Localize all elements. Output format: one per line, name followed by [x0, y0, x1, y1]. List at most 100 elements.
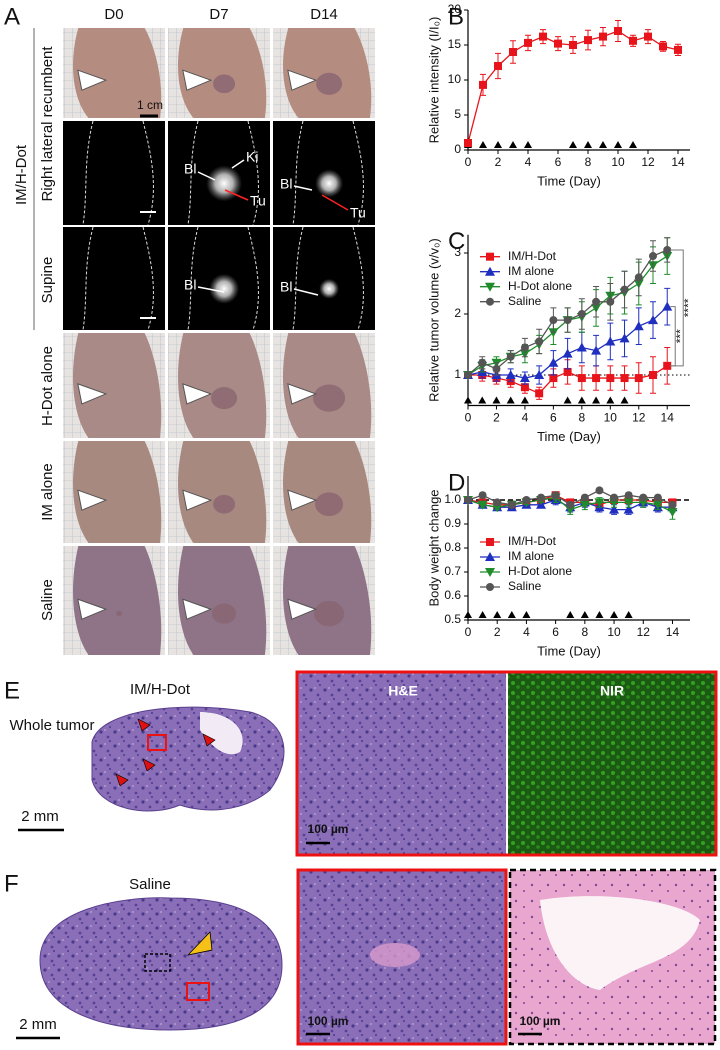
arrowhead-red: [115, 773, 129, 787]
treatment-marker: [566, 611, 575, 618]
label: 0.8: [444, 540, 461, 554]
marker: [629, 36, 637, 45]
arrowhead: [287, 489, 318, 511]
marker: [569, 41, 577, 49]
label: 8: [581, 625, 588, 639]
tumor: [212, 603, 237, 624]
marker: [520, 343, 529, 352]
marker: [563, 316, 572, 325]
label: Ki: [246, 149, 258, 165]
glow: [319, 278, 340, 299]
arrowhead: [182, 598, 213, 620]
marker: [535, 337, 544, 346]
marker: [663, 245, 672, 254]
arrowhead: [287, 598, 318, 620]
marker: [549, 374, 558, 383]
marker: [580, 493, 589, 502]
arrow: [293, 288, 319, 296]
marker: [648, 315, 658, 325]
label: 8: [579, 411, 586, 425]
marker: [507, 500, 516, 509]
label: Tu: [350, 205, 366, 221]
label: D: [448, 469, 465, 496]
marker: [606, 297, 615, 306]
label: IM/H-Dot: [508, 534, 557, 548]
marker: [485, 568, 495, 577]
marker: [595, 486, 604, 495]
label: 2: [494, 625, 501, 639]
label: A: [4, 3, 20, 30]
marker: [539, 32, 547, 41]
glow: [209, 273, 240, 304]
tumor: [116, 611, 123, 617]
label: D0: [104, 6, 123, 23]
label: H-Dot alone: [508, 279, 572, 293]
treatment-marker: [524, 141, 532, 148]
label: 3: [454, 245, 461, 259]
fluor-bg: [273, 227, 375, 330]
arrow: [224, 189, 249, 201]
label: Relative intensity (I/I₀): [426, 17, 441, 144]
label: 0: [465, 411, 472, 425]
outline: [292, 120, 364, 226]
label: ****: [681, 298, 695, 317]
label: H-Dot alone: [508, 564, 572, 578]
label: Bl: [184, 277, 196, 293]
label: 12: [641, 155, 655, 169]
marker: [606, 374, 615, 383]
marker: [634, 273, 643, 282]
label: 12: [632, 411, 646, 425]
marker: [464, 496, 472, 504]
marker: [464, 371, 472, 379]
label: 2 mm: [21, 808, 59, 825]
arrow: [197, 286, 225, 293]
treatment-marker: [492, 396, 501, 404]
mouse-body: [177, 333, 267, 438]
treatment-marker: [577, 396, 586, 404]
label: 8: [585, 155, 592, 169]
treatment-marker: [569, 141, 577, 148]
marker: [610, 493, 619, 502]
marker: [486, 538, 494, 546]
mouse-body: [72, 546, 162, 655]
marker: [485, 266, 495, 276]
tumor: [213, 74, 236, 94]
label: IM/H-Dot: [508, 249, 557, 263]
label: H-Dot alone: [39, 346, 56, 426]
label: Right lateral recumbent: [39, 46, 56, 202]
treatment-marker: [610, 611, 619, 618]
label: 15: [448, 37, 462, 51]
marker: [509, 48, 517, 56]
marker: [551, 491, 560, 500]
treatment-marker: [606, 396, 615, 404]
label: 0.6: [444, 588, 461, 602]
marker: [493, 498, 502, 507]
label: 4: [523, 625, 530, 639]
marker: [566, 500, 575, 509]
marker: [653, 493, 662, 502]
marker: [619, 333, 630, 343]
tumor: [314, 600, 345, 627]
treatment-marker: [478, 611, 487, 618]
label: Bl: [184, 161, 196, 177]
nir-image: [508, 673, 715, 854]
label: 0: [454, 142, 461, 156]
treatment-marker: [506, 396, 515, 404]
roi: [144, 953, 171, 972]
marker: [548, 357, 559, 367]
label: E: [4, 677, 20, 704]
arrowhead-red: [142, 758, 156, 772]
marker: [591, 345, 602, 355]
marker: [633, 321, 644, 331]
glow: [206, 165, 243, 202]
mouse-body: [72, 333, 162, 438]
label: 1 cm: [137, 98, 163, 112]
label: Relative tumor volume (v/v₀): [426, 238, 441, 402]
marker: [634, 374, 643, 383]
marker: [520, 383, 529, 392]
marker: [623, 498, 634, 508]
marker: [668, 500, 677, 509]
fluor-bg: [63, 227, 165, 330]
arrowhead: [182, 69, 213, 91]
sig-bracket: [670, 306, 676, 367]
